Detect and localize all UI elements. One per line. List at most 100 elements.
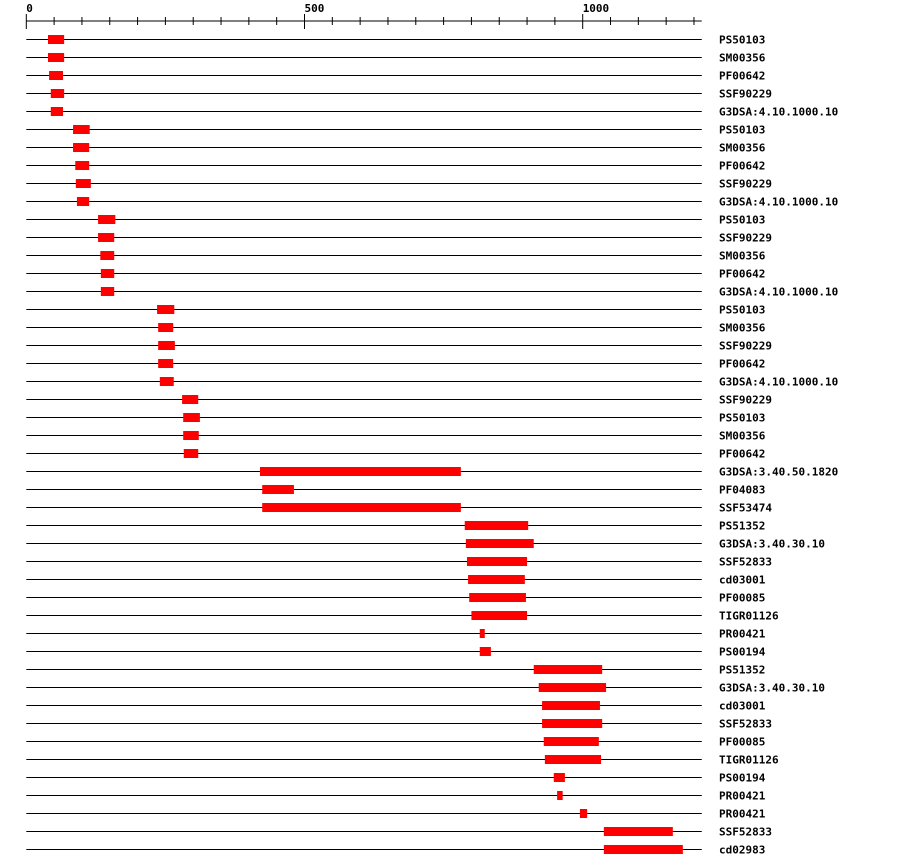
domain-row: G3DSA:3.40.30.10 (26, 682, 825, 695)
domain-rows: PS50103 SM00356 PF00642 SSF90229 G3DSA:4.10.… (26, 34, 838, 857)
domain-row: TIGR01126 (26, 610, 779, 623)
domain-row: PR00421 (26, 808, 766, 821)
domain-bar (100, 269, 115, 278)
domain-row: SSF90229 (26, 88, 772, 101)
domain-row: G3DSA:4.10.1000.10 (26, 106, 838, 119)
domain-label: cd02983 (719, 844, 765, 857)
domain-label: PF00642 (719, 358, 765, 371)
domain-label: PF00085 (719, 592, 765, 605)
domain-label: G3DSA:4.10.1000.10 (719, 376, 838, 389)
domain-row: SM00356 (26, 430, 766, 443)
domain-row: PF00085 (26, 736, 765, 749)
domain-bar (464, 521, 529, 530)
domain-label: PF00642 (719, 160, 765, 173)
domain-label: PF00085 (719, 736, 765, 749)
domain-bar (50, 107, 64, 116)
domain-row: PR00421 (26, 628, 766, 641)
domain-bar (158, 323, 174, 332)
domain-bar (50, 89, 65, 98)
domain-row: PF04083 (26, 484, 765, 497)
domain-label: cd03001 (719, 700, 766, 713)
domain-bar (182, 395, 199, 404)
domain-label: TIGR01126 (719, 754, 779, 767)
domain-bar (542, 719, 603, 728)
domain-label: SSF90229 (719, 394, 772, 407)
domain-label: SSF90229 (719, 340, 772, 353)
domain-label: cd03001 (719, 574, 766, 587)
scale-axis: 0 500 1000 (25, 2, 702, 29)
domain-bar (183, 431, 199, 440)
domain-bar (543, 737, 599, 746)
domain-row: G3DSA:3.40.30.10 (26, 538, 825, 551)
domain-bar (542, 701, 600, 710)
domain-bar (73, 125, 90, 134)
domain-label: SM00356 (719, 52, 766, 65)
domain-bar (468, 575, 525, 584)
domain-label: G3DSA:4.10.1000.10 (719, 106, 838, 119)
domain-bar (603, 827, 673, 836)
domain-bar (479, 647, 491, 656)
domain-row: PS50103 (26, 412, 765, 425)
domain-bar (158, 359, 174, 368)
domain-label: SSF52833 (719, 556, 772, 569)
domain-bar (466, 557, 528, 566)
domain-label: PS50103 (719, 124, 765, 137)
domain-bar (538, 683, 607, 692)
domain-bar (73, 143, 90, 152)
tick-label: 500 (305, 2, 325, 15)
domain-row: G3DSA:4.10.1000.10 (26, 196, 838, 209)
domain-bar (262, 485, 294, 494)
domain-bar (553, 773, 565, 782)
domain-row: PS50103 (26, 304, 765, 317)
domain-label: PS50103 (719, 412, 765, 425)
domain-row: PS00194 (26, 772, 766, 785)
domain-row: PF00642 (26, 448, 765, 461)
domain-bar (157, 305, 175, 314)
domain-label: SSF52833 (719, 826, 772, 839)
domain-label: G3DSA:3.40.50.1820 (719, 466, 838, 479)
domain-label: PS00194 (719, 646, 766, 659)
domain-bar (159, 377, 174, 386)
domain-row: TIGR01126 (26, 754, 779, 767)
domain-bar (98, 215, 116, 224)
domain-row: SSF90229 (26, 178, 772, 191)
domain-row: SSF52833 (26, 556, 772, 569)
domain-label: SM00356 (719, 142, 766, 155)
domain-row: PS51352 (26, 664, 765, 677)
domain-label: PS51352 (719, 520, 765, 533)
domain-row: cd02983 (26, 844, 765, 857)
domain-bar (603, 845, 683, 854)
domain-label: PF04083 (719, 484, 765, 497)
domain-bar (262, 503, 461, 512)
domain-label: G3DSA:3.40.30.10 (719, 538, 825, 551)
domain-bar (47, 35, 65, 44)
domain-bar (75, 179, 91, 188)
domain-label: PS51352 (719, 664, 765, 677)
domain-label: SSF90229 (719, 88, 772, 101)
domain-bar (158, 341, 175, 350)
domain-bar (98, 233, 115, 242)
domain-bar (183, 449, 199, 458)
domain-label: PR00421 (719, 808, 766, 821)
domain-row: SM00356 (26, 142, 766, 155)
domain-bar (533, 665, 603, 674)
domain-bar (544, 755, 602, 764)
domain-bar (49, 71, 64, 80)
domain-row: SM00356 (26, 52, 766, 65)
domain-bar (557, 791, 563, 800)
domain-label: PS50103 (719, 304, 765, 317)
domain-row: PS51352 (26, 520, 765, 533)
domain-label: PS50103 (719, 214, 765, 227)
domain-row: PR00421 (26, 790, 766, 803)
domain-label: G3DSA:3.40.30.10 (719, 682, 825, 695)
domain-row: G3DSA:4.10.1000.10 (26, 376, 838, 389)
domain-bar (183, 413, 200, 422)
domain-bar (76, 197, 90, 206)
domain-label: SSF53474 (719, 502, 772, 515)
domain-row: cd03001 (26, 700, 766, 713)
domain-label: SM00356 (719, 250, 766, 263)
domain-row: PF00642 (26, 160, 765, 173)
domain-bar (259, 467, 461, 476)
domain-label: PF00642 (719, 448, 765, 461)
domain-row: G3DSA:3.40.50.1820 (26, 466, 838, 479)
